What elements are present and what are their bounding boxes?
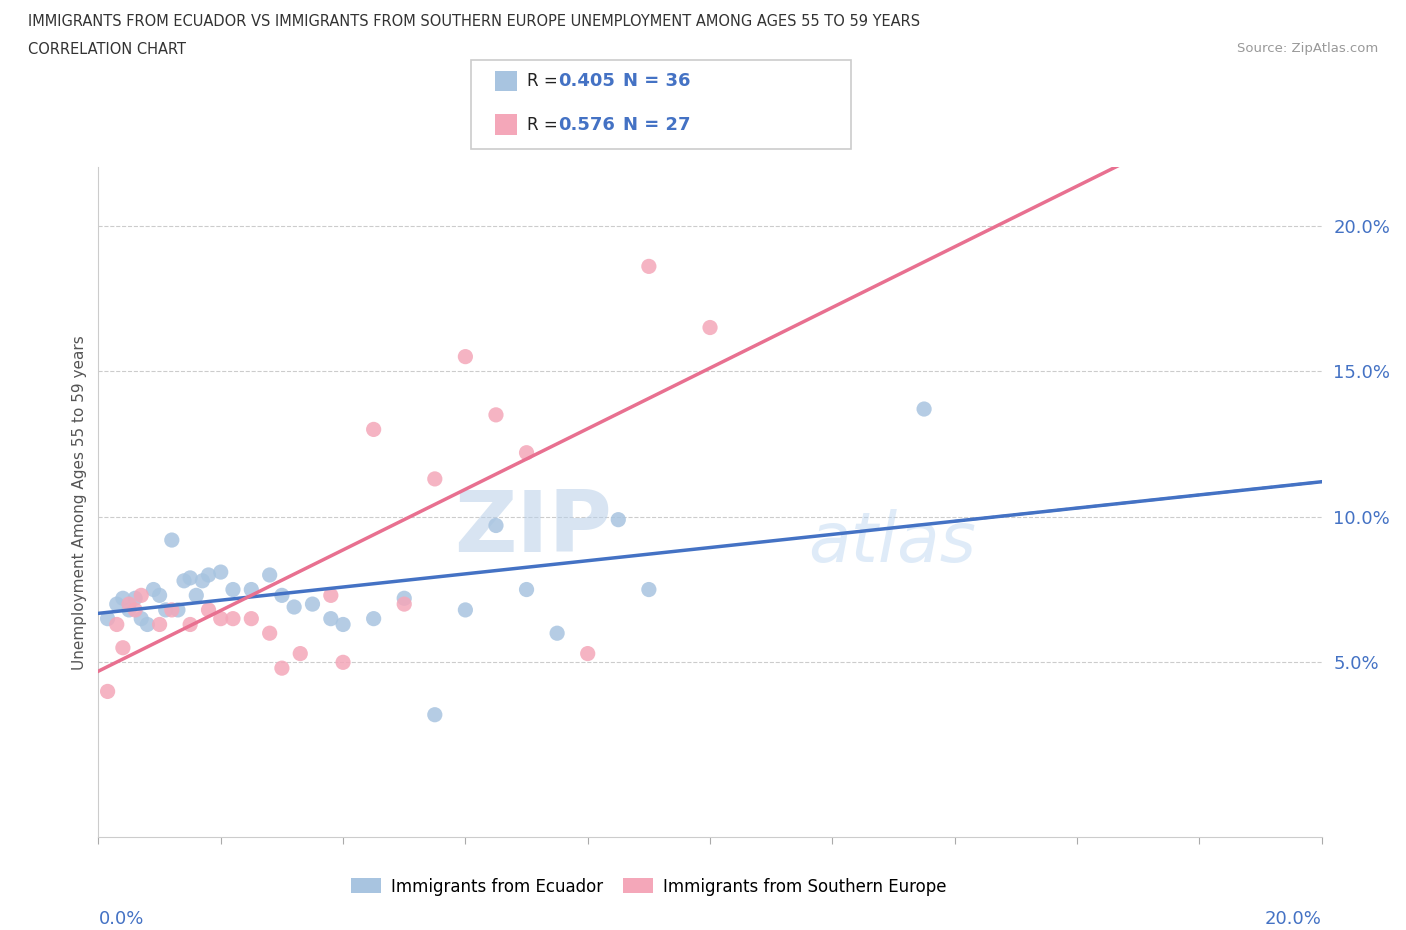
Point	[637, 582, 661, 597]
Point	[240, 582, 263, 597]
Point	[392, 597, 416, 612]
Text: 0.405: 0.405	[558, 72, 614, 90]
Point	[209, 565, 232, 579]
Point	[105, 597, 128, 612]
Point	[155, 603, 177, 618]
Point	[222, 611, 245, 626]
Point	[259, 626, 281, 641]
Point	[423, 472, 446, 486]
Point	[179, 570, 201, 585]
Text: 0.576: 0.576	[558, 115, 614, 134]
Point	[191, 574, 214, 589]
Point	[423, 708, 446, 723]
Point	[124, 591, 146, 605]
Point	[454, 349, 477, 364]
Text: N = 27: N = 27	[623, 115, 690, 134]
Point	[222, 582, 245, 597]
Text: 20.0%: 20.0%	[1265, 910, 1322, 928]
Point	[319, 588, 342, 603]
Point	[485, 407, 508, 422]
Point	[167, 603, 190, 618]
Point	[105, 617, 128, 631]
Point	[392, 591, 416, 605]
Text: R =: R =	[527, 115, 564, 134]
Point	[111, 641, 134, 656]
Point	[319, 611, 342, 626]
Point	[209, 611, 232, 626]
Point	[136, 617, 159, 631]
Point	[129, 588, 152, 603]
Point	[142, 582, 165, 597]
Point	[485, 518, 508, 533]
Point	[118, 603, 141, 618]
Point	[118, 597, 141, 612]
Point	[912, 402, 935, 417]
Point	[197, 603, 219, 618]
Text: N = 36: N = 36	[623, 72, 690, 90]
Point	[124, 603, 146, 618]
Point	[576, 646, 599, 661]
Y-axis label: Unemployment Among Ages 55 to 59 years: Unemployment Among Ages 55 to 59 years	[72, 335, 87, 670]
Text: 0.0%: 0.0%	[98, 910, 143, 928]
Point	[179, 617, 201, 631]
Point	[332, 617, 354, 631]
Point	[607, 512, 630, 527]
Point	[97, 684, 120, 698]
Text: atlas: atlas	[808, 509, 976, 576]
Point	[454, 603, 477, 618]
Point	[283, 600, 305, 615]
Point	[160, 603, 183, 618]
Point	[363, 422, 385, 437]
Point	[270, 588, 294, 603]
Text: R =: R =	[527, 72, 564, 90]
Point	[111, 591, 134, 605]
Point	[149, 588, 172, 603]
Point	[173, 574, 195, 589]
Legend: Immigrants from Ecuador, Immigrants from Southern Europe: Immigrants from Ecuador, Immigrants from…	[344, 871, 953, 902]
Text: IMMIGRANTS FROM ECUADOR VS IMMIGRANTS FROM SOUTHERN EUROPE UNEMPLOYMENT AMONG AG: IMMIGRANTS FROM ECUADOR VS IMMIGRANTS FR…	[28, 14, 921, 29]
Point	[197, 567, 219, 582]
Point	[97, 611, 120, 626]
Point	[149, 617, 172, 631]
Point	[259, 567, 281, 582]
Point	[516, 582, 538, 597]
Point	[186, 588, 208, 603]
Point	[240, 611, 263, 626]
Point	[129, 611, 152, 626]
Point	[637, 259, 661, 273]
Text: Source: ZipAtlas.com: Source: ZipAtlas.com	[1237, 42, 1378, 55]
Text: CORRELATION CHART: CORRELATION CHART	[28, 42, 186, 57]
Point	[363, 611, 385, 626]
Point	[290, 646, 312, 661]
Point	[301, 597, 323, 612]
Point	[160, 533, 183, 548]
Point	[516, 445, 538, 460]
Text: ZIP: ZIP	[454, 487, 612, 570]
Point	[270, 660, 294, 675]
Point	[699, 320, 721, 335]
Point	[546, 626, 568, 641]
Point	[332, 655, 354, 670]
